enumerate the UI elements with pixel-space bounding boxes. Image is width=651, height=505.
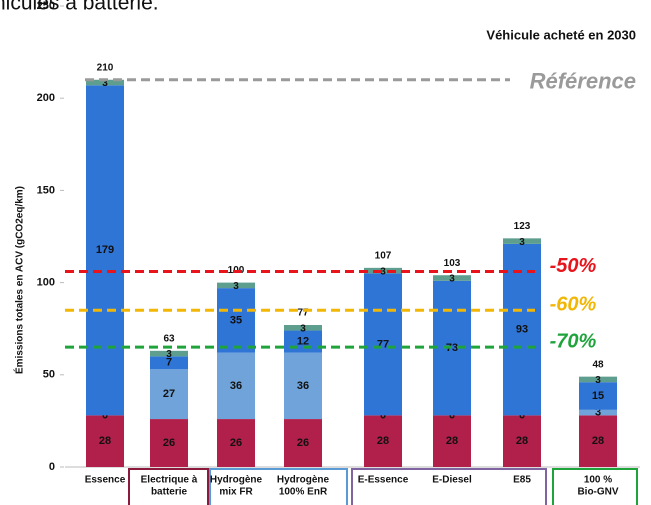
x-tick-label: Essence [85, 475, 126, 486]
bar-segment [150, 356, 188, 370]
x-tick-label: Bio-GNV [577, 487, 618, 498]
bar-segment [150, 350, 188, 357]
bar-segment [284, 419, 322, 467]
reference-label: -70% [550, 330, 597, 352]
x-tick-label: Hydrogène [210, 475, 263, 486]
total-label: 107 [375, 250, 392, 261]
y-tick-label: 250 [37, 0, 55, 12]
bar-segment [364, 267, 402, 274]
total-label: 77 [297, 308, 309, 319]
y-tick-label: 100 [37, 277, 55, 289]
segment-label: 12 [297, 336, 309, 348]
x-tick-label: E-Diesel [432, 475, 472, 486]
bar-segment [579, 382, 617, 410]
x-tick-label: Hydrogène [277, 475, 330, 486]
bar-segment [433, 275, 471, 281]
group-box [552, 468, 638, 505]
x-tick-label: batterie [151, 487, 188, 498]
segment-label: 3 [449, 274, 455, 285]
segment-label: 3 [102, 78, 108, 89]
total-label: 48 [592, 359, 604, 370]
bar-segment [217, 419, 255, 467]
segment-label: 27 [163, 388, 175, 400]
bar-segment [503, 238, 541, 244]
bar-segment [433, 415, 471, 467]
bar-segment [86, 79, 124, 86]
bar-segment [217, 288, 255, 353]
y-tick-label: 150 [37, 184, 55, 196]
bar-segment [86, 85, 124, 416]
bar-segment [364, 415, 402, 467]
segment-label: 3 [300, 323, 306, 334]
segment-label: 26 [163, 437, 175, 449]
segment-label: 26 [230, 437, 242, 449]
total-label: 210 [97, 62, 114, 73]
bar-segment [579, 415, 617, 467]
y-tick-label: 0 [49, 461, 55, 473]
group-box [209, 468, 348, 505]
segment-label: 35 [230, 314, 242, 326]
segment-label: 28 [446, 435, 458, 447]
segment-label: 93 [516, 324, 528, 336]
x-tick-label: 100% EnR [279, 487, 328, 498]
y-tick-label: 50 [43, 369, 55, 381]
bar-segment [217, 282, 255, 289]
reference-label: -60% [550, 294, 597, 316]
segment-label: 3 [166, 349, 172, 360]
segment-label: 28 [592, 435, 604, 447]
bar-segment [503, 415, 541, 467]
group-box [128, 468, 209, 505]
x-tick-label: 100 % [584, 475, 612, 486]
segment-label: 179 [96, 244, 114, 256]
annotation: Véhicule acheté en 2030 [486, 27, 636, 42]
bar-segment [579, 409, 617, 416]
segment-label: 3 [233, 281, 239, 292]
segment-label: 36 [297, 380, 309, 392]
reference-label: Référence [530, 69, 636, 94]
bar-segment [217, 352, 255, 420]
bar-segment [86, 415, 124, 467]
bar-segment [364, 273, 402, 416]
y-tick-label: 200 [37, 92, 55, 104]
segment-label: 28 [377, 435, 389, 447]
segment-label: 15 [592, 390, 604, 402]
segment-label: 3 [595, 375, 601, 386]
segment-label: 73 [446, 342, 458, 354]
y-axis-label: Émissions totales en ACV (gCO2eq/km) [13, 186, 26, 374]
bar-segment [150, 419, 188, 467]
bar-segment [579, 376, 617, 383]
x-tick-label: mix FR [219, 487, 253, 498]
bar-segment [284, 325, 322, 331]
segment-label: 3 [380, 266, 386, 277]
segment-label: 28 [516, 435, 528, 447]
bar-segment [284, 352, 322, 420]
segment-label: 3 [595, 407, 601, 419]
total-label: 123 [514, 221, 531, 232]
segment-label: 28 [99, 435, 111, 447]
x-tick-label: Electrique à [141, 475, 198, 486]
segment-label: 36 [230, 380, 242, 392]
x-tick-label: E85 [513, 475, 531, 486]
total-label: 103 [444, 258, 461, 269]
group-box [351, 468, 547, 505]
total-label: 63 [163, 333, 175, 344]
segment-label: 3 [519, 237, 525, 248]
reference-label: -50% [550, 255, 597, 277]
x-tick-label: E-Essence [358, 475, 409, 486]
bar-segment [150, 369, 188, 420]
segment-label: 26 [297, 437, 309, 449]
header-text: hicules à batterie. [0, 0, 159, 15]
segment-label: 7 [166, 357, 172, 369]
